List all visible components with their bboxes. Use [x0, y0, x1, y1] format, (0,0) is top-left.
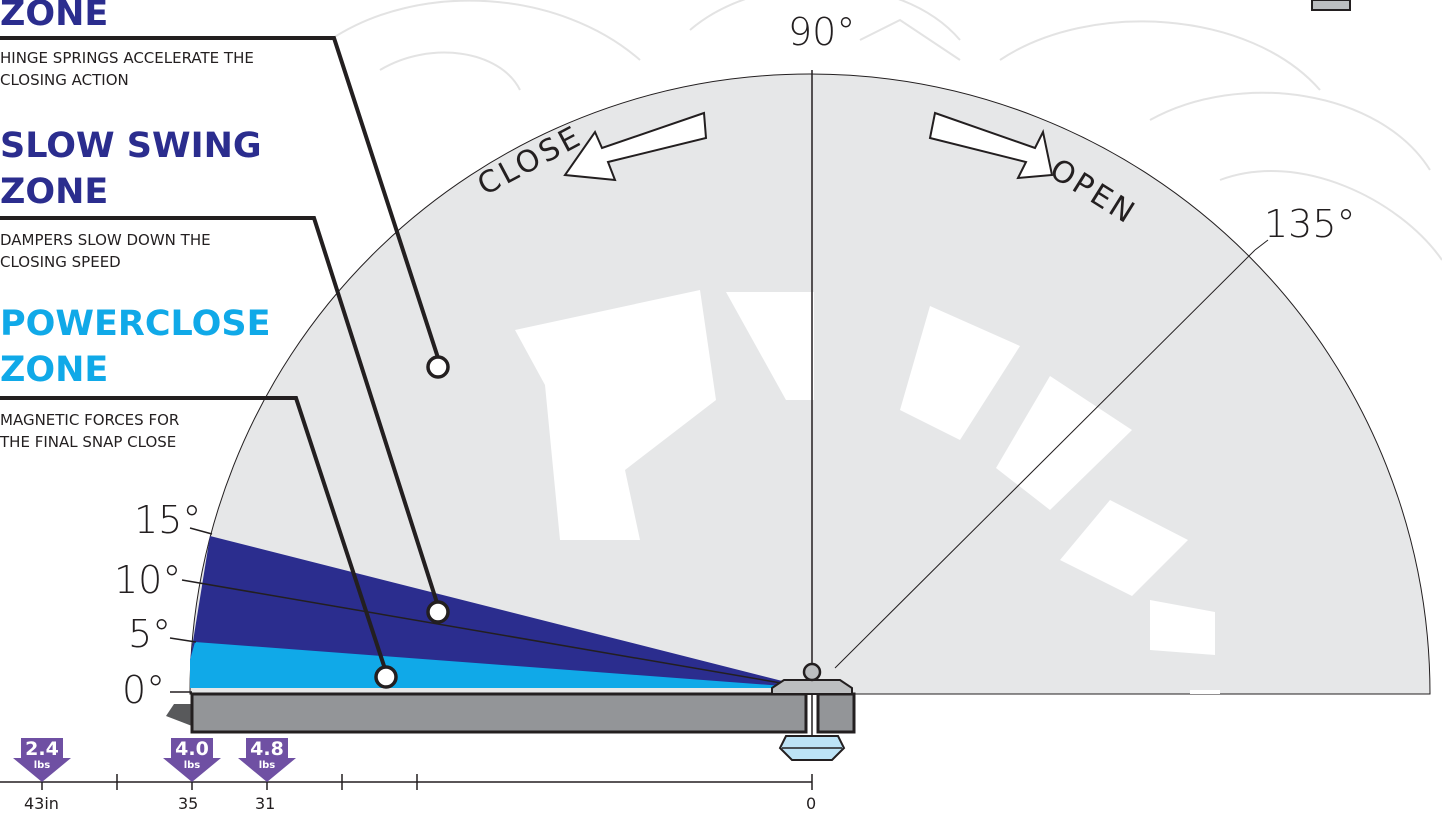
- angle-0-label: 0°: [122, 668, 166, 712]
- marker-powerclose: [374, 665, 398, 689]
- powerclose-zone: [190, 642, 810, 688]
- scale-label-43in: 43in: [24, 794, 59, 813]
- hinge-plate: [771, 679, 853, 695]
- line-135deg: [834, 249, 1256, 669]
- scale-label-0: 0: [806, 794, 817, 813]
- callout-markers: [374, 355, 450, 689]
- door-panel: [190, 692, 808, 734]
- force-value: 4.8: [250, 738, 284, 760]
- powerclose-desc-line1: MAGNETIC FORCES FOR: [0, 411, 180, 429]
- open-arrow-icon: [928, 111, 1054, 180]
- force-badge-shapes: [13, 738, 296, 782]
- slow-swing-desc-line2: CLOSING SPEED: [0, 253, 121, 271]
- line-15deg: [189, 527, 213, 535]
- fast-swing-desc-line2: CLOSING ACTION: [0, 71, 129, 89]
- powerclose-title-line1: POWERCLOSE: [0, 304, 271, 344]
- line-10deg: [181, 579, 811, 689]
- background-sketch: [329, 0, 1442, 261]
- corner-object: [1311, 0, 1351, 11]
- angle-15-label: 15°: [134, 498, 202, 542]
- close-direction-graphic: [515, 290, 1220, 694]
- force-value: 2.4: [25, 738, 59, 760]
- slow-swing-title-line1: SLOW SWING: [0, 126, 262, 166]
- angle-5-label: 5°: [128, 612, 172, 656]
- hinge-pin: [802, 662, 822, 682]
- force-unit: lbs: [258, 760, 276, 771]
- powerclose-desc-line2: THE FINAL SNAP CLOSE: [0, 433, 177, 451]
- scale-label-35: 35: [178, 794, 199, 813]
- scale-label-31: 31: [255, 794, 276, 813]
- force-badge-4-8: 4.8 lbs: [238, 738, 296, 788]
- fast-swing-title: ZONE: [0, 0, 109, 34]
- door-frame: [816, 692, 856, 734]
- fast-swing-desc-line1: HINGE SPRINGS ACCELERATE THE: [0, 49, 254, 67]
- slow-swing-zone: [190, 536, 810, 688]
- callout-lines: [0, 36, 442, 673]
- marker-fast-swing: [426, 355, 450, 379]
- slow-swing-title-line2: ZONE: [0, 172, 109, 212]
- force-badge-2-4: 2.4 lbs: [13, 738, 71, 788]
- slow-swing-desc-line1: DAMPERS SLOW DOWN THE: [0, 231, 211, 249]
- marker-slow-swing: [426, 600, 450, 624]
- close-arrow-icon: [563, 111, 708, 182]
- angle-135-label: 135°: [1264, 202, 1356, 246]
- force-value: 4.0: [175, 738, 209, 760]
- force-badge-4-0: 4.0 lbs: [163, 738, 221, 788]
- powerclose-title-line2: ZONE: [0, 350, 109, 390]
- force-unit: lbs: [33, 760, 51, 771]
- door-handle: [166, 704, 192, 726]
- line-5deg: [169, 637, 197, 643]
- line-135deg-tick: [1254, 239, 1269, 251]
- angle-90-label: 90°: [788, 10, 856, 54]
- angle-10-label: 10°: [114, 558, 182, 602]
- force-unit: lbs: [183, 760, 201, 771]
